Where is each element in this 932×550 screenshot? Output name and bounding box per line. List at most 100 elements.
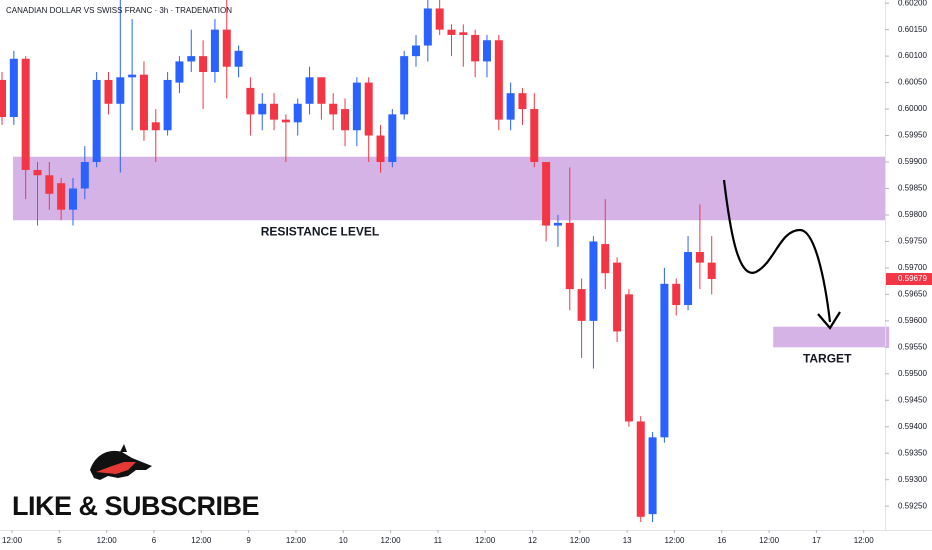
- candle-body: [423, 8, 432, 46]
- candle-body: [57, 183, 66, 210]
- x-tick-label: 6: [152, 536, 157, 545]
- candle-body: [317, 77, 326, 104]
- candle-body: [305, 77, 314, 104]
- x-tick-label: 12:00: [475, 536, 496, 545]
- candle-body: [695, 252, 704, 263]
- y-tick-label: 0.59750: [898, 237, 927, 246]
- y-tick-label: 0.59900: [898, 157, 927, 166]
- y-tick-label: 0.59500: [898, 369, 927, 378]
- candle-body: [388, 114, 397, 163]
- candle-body: [624, 294, 633, 422]
- candle-body: [684, 252, 693, 305]
- x-tick-label: 12:00: [286, 536, 307, 545]
- forecast-arrow: [722, 179, 841, 330]
- chart-title: CANADIAN DOLLAR VS SWISS FRANC · 3h · TR…: [6, 6, 232, 15]
- candle-body: [222, 29, 231, 67]
- candle-body: [636, 421, 645, 517]
- candle-body: [104, 79, 113, 104]
- x-tick-label: 12:00: [664, 536, 685, 545]
- candle-body: [447, 29, 456, 35]
- candle-body: [210, 29, 219, 73]
- zone-label: TARGET: [803, 352, 852, 366]
- candle-body: [33, 169, 42, 176]
- zone: [13, 156, 885, 221]
- candle-body: [613, 262, 622, 332]
- candle-body: [341, 109, 350, 131]
- candle-body: [175, 61, 184, 83]
- candle-body: [246, 87, 255, 115]
- candle-body: [281, 119, 290, 123]
- x-tick-label: 9: [246, 536, 251, 545]
- y-tick-label: 0.60100: [898, 51, 927, 60]
- candle-body: [329, 103, 338, 115]
- zone: [773, 326, 890, 348]
- candle-body: [187, 56, 196, 62]
- candles: [0, 0, 716, 523]
- y-tick-label: 0.60050: [898, 78, 927, 87]
- candle-body: [412, 45, 421, 57]
- y-tick-label: 0.59850: [898, 184, 927, 193]
- x-tick-label: 10: [339, 536, 348, 545]
- last-price-label: 0.59679: [898, 274, 927, 283]
- x-tick-label: 12:00: [2, 536, 23, 545]
- y-tick-label: 0.59300: [898, 475, 927, 484]
- candle-body: [80, 162, 89, 189]
- candle-body: [518, 93, 527, 110]
- candle-body: [9, 58, 18, 118]
- candle-body: [506, 93, 515, 120]
- y-tick-label: 0.59450: [898, 395, 927, 404]
- candle-body: [364, 82, 373, 136]
- logo: LIKE & SUBSCRIBE: [12, 444, 260, 522]
- y-tick-label: 0.60200: [898, 0, 927, 7]
- candle-body: [0, 79, 7, 118]
- candle-body: [660, 283, 669, 438]
- candle-body: [45, 175, 54, 194]
- candle-body: [482, 40, 491, 62]
- zones: RESISTANCE LEVEL TARGET: [13, 156, 890, 366]
- candle-body: [553, 222, 562, 226]
- candle-body: [589, 241, 598, 321]
- candle-body: [116, 77, 125, 104]
- candle-body: [530, 109, 539, 163]
- candle-body: [601, 244, 610, 274]
- y-tick-label: 0.59700: [898, 263, 927, 272]
- x-tick-label: 12:00: [854, 536, 875, 545]
- candle-body: [471, 34, 480, 62]
- y-tick-label: 0.59650: [898, 289, 927, 298]
- candle-body: [400, 56, 409, 115]
- zone-label: RESISTANCE LEVEL: [261, 224, 379, 238]
- x-tick-label: 12: [528, 536, 537, 545]
- candle-body: [376, 135, 385, 163]
- candle-body: [234, 50, 243, 67]
- y-tick-label: 0.60150: [898, 25, 927, 34]
- last-price-box: [886, 273, 932, 286]
- y-tick-label: 0.59950: [898, 131, 927, 140]
- candle-body: [293, 103, 302, 123]
- candle-body: [707, 262, 716, 280]
- y-tick-label: 0.59250: [898, 501, 927, 510]
- x-tick-label: 11: [434, 536, 443, 545]
- x-tick-label: 12:00: [381, 536, 402, 545]
- candle-body: [199, 56, 208, 73]
- candle-body: [21, 58, 30, 170]
- candle-body: [139, 74, 148, 131]
- candle-body: [258, 103, 267, 115]
- x-tick-label: 16: [717, 536, 726, 545]
- y-tick-label: 0.59350: [898, 448, 927, 457]
- candle-body: [672, 283, 681, 305]
- candle-body: [542, 162, 551, 226]
- x-tick-label: 13: [623, 536, 632, 545]
- x-tick-label: 12:00: [759, 536, 780, 545]
- candle-body: [151, 122, 160, 131]
- x-tick-label: 5: [57, 536, 62, 545]
- candle-body: [163, 79, 172, 131]
- candle-body: [270, 103, 279, 120]
- candle-body: [648, 437, 657, 515]
- x-tick-label: 12:00: [191, 536, 212, 545]
- x-tick-label: 17: [812, 536, 821, 545]
- candle-body: [92, 79, 101, 163]
- y-tick-label: 0.59800: [898, 210, 927, 219]
- candle-body: [494, 40, 503, 120]
